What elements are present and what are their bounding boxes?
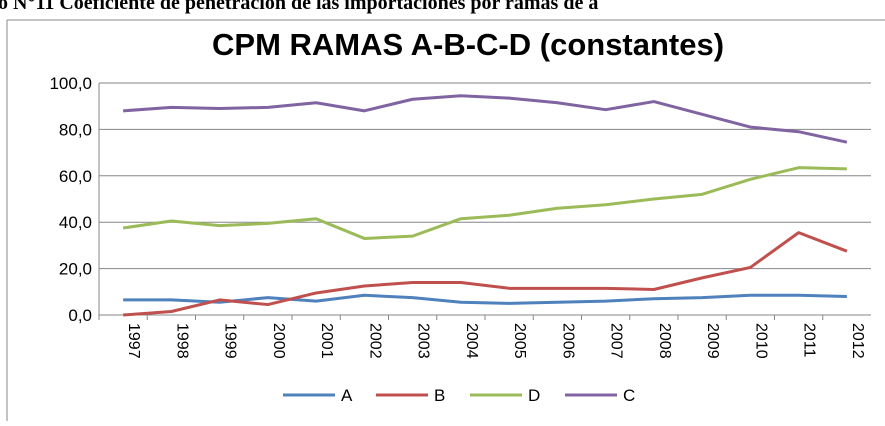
legend-label: A <box>341 386 353 405</box>
series-line <box>123 293 847 305</box>
page-heading: o N°11 Coeficiente de penetración de las… <box>0 0 598 14</box>
legend-label: B <box>434 386 445 405</box>
y-tick-label: 60,0 <box>59 167 92 186</box>
x-tick-label: 2004 <box>463 323 480 359</box>
x-tick-label: 2002 <box>366 323 383 359</box>
x-tick-label: 2012 <box>849 323 866 359</box>
x-tick-label: 2006 <box>559 323 576 359</box>
x-tick-label: 1998 <box>173 323 190 359</box>
x-tick-label: 2010 <box>752 323 769 359</box>
x-tick-label: 2008 <box>656 323 673 359</box>
x-tick-label: 2000 <box>270 323 287 359</box>
series-line <box>122 166 847 240</box>
x-tick-label: 2001 <box>318 323 335 359</box>
x-tick-label: 2003 <box>415 323 432 359</box>
legend-label: D <box>528 386 540 405</box>
series-line <box>123 94 848 144</box>
y-tick-label: 40,0 <box>59 213 92 232</box>
x-tick-label: 2009 <box>704 323 721 359</box>
x-tick-label: 2007 <box>608 323 625 359</box>
y-tick-label: 80,0 <box>59 120 92 139</box>
y-tick-label: 20,0 <box>59 260 92 279</box>
x-tick-label: 2011 <box>801 323 818 358</box>
y-tick-label: 0,0 <box>68 306 92 325</box>
x-tick-label: 2005 <box>511 323 528 359</box>
x-tick-label: 1997 <box>125 323 142 359</box>
legend-label: C <box>623 386 635 405</box>
chart-title: CPM RAMAS A-B-C-D (constantes) <box>212 27 724 62</box>
series-line <box>123 231 848 317</box>
x-tick-label: 1999 <box>222 323 239 359</box>
y-tick-label: 100,0 <box>49 74 92 93</box>
